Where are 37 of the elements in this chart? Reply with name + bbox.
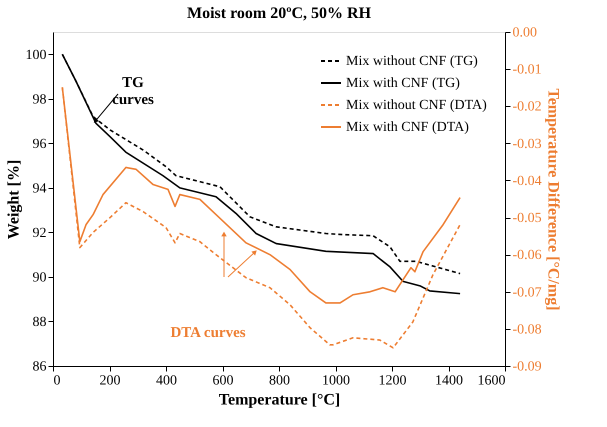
y2-tick-label: -0.05 (512, 211, 542, 226)
y-tick-label: 92 (32, 226, 46, 241)
y2-tick-label: -0.04 (512, 174, 542, 189)
x-tick-label: 0 (54, 374, 60, 388)
y2-tick-label: -0.03 (512, 136, 542, 152)
y2-tick-label: -0.09 (512, 360, 542, 374)
annotation: DTA curves (170, 325, 246, 341)
y-tick-label: 96 (32, 136, 46, 152)
y2-tick-label: -0.02 (512, 100, 542, 115)
x-tick-label: 1400 (435, 374, 463, 388)
y-tick-label: 90 (32, 270, 46, 286)
y2-tick-label: -0.08 (512, 322, 542, 338)
x-tick-label: 600 (212, 374, 234, 388)
y2-tick-label: -0.07 (512, 285, 542, 300)
y2-tick-label: -0.01 (512, 62, 542, 78)
x-tick-label: 1600 (478, 374, 506, 388)
y2-axis-title: Temperature Difference [°C/mg] (544, 88, 562, 311)
legend-label: Mix without CNF (DTA) (346, 98, 488, 113)
y-tick-label: 86 (32, 360, 46, 374)
x-tick-label: 1000 (322, 374, 350, 388)
legend-label: Mix without CNF (TG) (346, 54, 478, 69)
x-axis-title: Temperature [°C] (218, 392, 340, 408)
x-tick-label: 400 (156, 374, 177, 388)
y-tick-label: 88 (32, 314, 46, 330)
x-tick-label: 800 (269, 374, 290, 388)
annotation: TG curves (112, 75, 154, 108)
y-tick-label: 100 (26, 48, 46, 63)
chart-title: Moist room 20ºC, 50% RH (186, 5, 372, 22)
x-tick-label: 1200 (378, 374, 406, 388)
y-tick-label: 98 (32, 92, 46, 108)
legend-label: Mix with CNF (TG) (346, 76, 460, 91)
y2-tick-label: -0.06 (512, 248, 542, 264)
y2-tick-label: 0.00 (512, 26, 537, 40)
y-axis-title: Weight [%] (6, 160, 22, 240)
x-tick-label: 200 (100, 374, 120, 388)
legend-label: Mix with CNF (DTA) (346, 120, 470, 135)
y-tick-label: 94 (32, 181, 46, 196)
